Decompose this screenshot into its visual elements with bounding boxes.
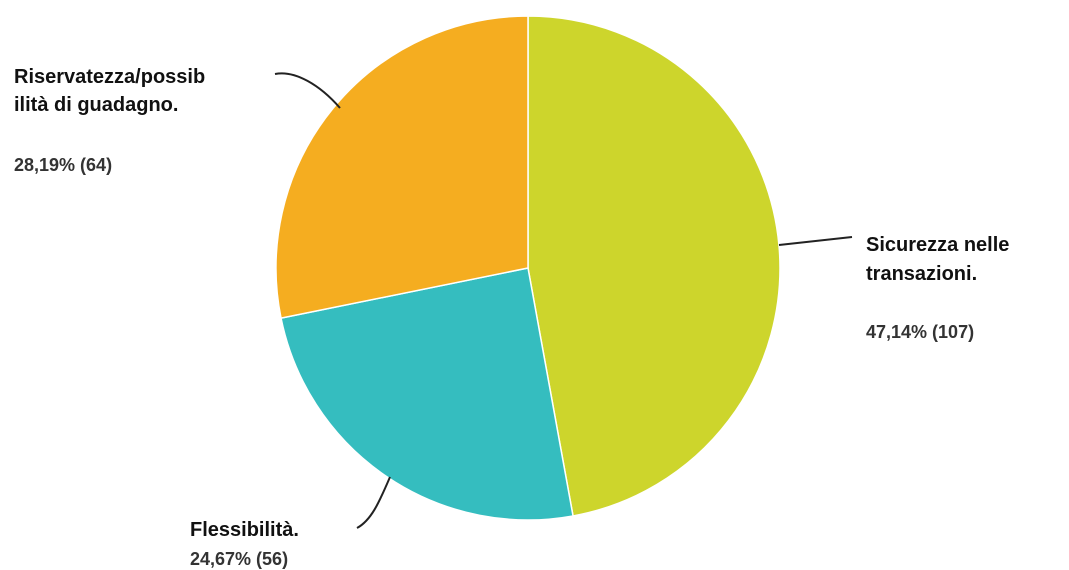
pie-slice [527,15,781,517]
pie-slices [275,15,781,521]
slice-value-label: 24,67% (56) [190,549,288,569]
leader-line [274,72,341,109]
slice-label: ilità di guadagno. [14,94,178,116]
slice-label: Riservatezza/possib [14,66,205,88]
leader-lines [274,72,853,529]
slice-label: Sicurezza nelle [866,234,1009,256]
slice-value-label: 47,14% (107) [866,322,974,342]
slice-value-label: 28,19% (64) [14,155,112,175]
slice-labels: Sicurezza nelle transazioni. 47,14% (107) F… [14,66,1009,569]
leader-line [356,476,391,529]
slice-label: Flessibilità. [190,519,299,541]
slice-label: transazioni. [866,263,977,285]
leader-line [778,236,853,246]
pie-slice [275,15,529,320]
pie-slice [280,267,574,521]
